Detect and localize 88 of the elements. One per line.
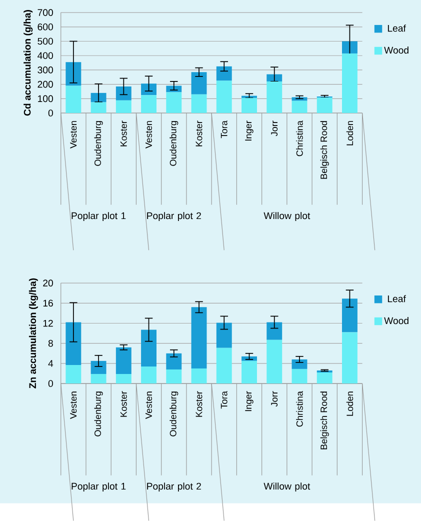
x-tick-label: Christina: [296, 120, 303, 156]
x-tick-label: Koster: [196, 391, 202, 417]
x-tick-label: Oudenburg: [170, 392, 178, 436]
y-tick-label: 12: [43, 320, 53, 327]
y-tick-label: 20: [43, 280, 53, 286]
text: Poplar plot 2: [147, 482, 201, 492]
y-tick-label: 700: [38, 9, 53, 16]
bar: [292, 359, 308, 369]
bar: [140, 84, 156, 96]
bar: [316, 98, 332, 114]
bar: [90, 102, 106, 114]
y-axis-title: Zn accumulation (kg/ha): [28, 278, 38, 388]
bar: [140, 330, 156, 366]
bar: [90, 360, 106, 374]
x-tick-label: Jorr: [271, 391, 278, 407]
x-tick-label: Loden: [346, 121, 353, 146]
x-tick-label: Oudenburg: [170, 121, 178, 166]
bar: [116, 374, 132, 384]
bar: [342, 53, 358, 114]
bar: [191, 94, 207, 114]
y-tick-label: 4: [48, 360, 53, 367]
bar: [342, 298, 358, 332]
bar: [66, 86, 82, 114]
y-tick-label: 0: [48, 110, 53, 116]
y-tick-label: 100: [38, 95, 53, 102]
bar: [292, 100, 308, 114]
x-tick-label: Christina: [296, 391, 303, 427]
bar: [191, 307, 207, 368]
text: Poplar plot 1: [72, 212, 126, 222]
y-tick-label: 600: [38, 24, 53, 30]
y-tick-label: 8: [48, 340, 53, 347]
x-tick-label: Tora: [220, 391, 228, 409]
y-tick-label: 500: [38, 38, 53, 45]
x-tick-label: Belgisch Rood: [320, 121, 329, 179]
bar: [140, 366, 156, 384]
bar: [216, 66, 232, 81]
x-tick-label: Inger: [245, 391, 254, 412]
legend-label: Wood: [384, 46, 408, 54]
x-tick-label: Oudenburg: [94, 121, 103, 166]
bar: [166, 92, 182, 114]
bar: [241, 98, 257, 114]
x-tick-label: Vesten: [70, 121, 77, 148]
y-tick-label: 16: [43, 300, 53, 307]
x-tick-label: Vesten: [70, 392, 77, 419]
bar: [266, 322, 282, 340]
bar: [90, 374, 106, 384]
bar: [116, 100, 132, 114]
bar: [166, 369, 182, 384]
x-tick-label: Jorr: [271, 120, 278, 136]
x-tick-label: Belgisch Rood: [320, 392, 329, 450]
text: Willow plot: [264, 212, 310, 222]
text: Poplar plot 2: [147, 212, 201, 222]
x-tick-label: Tora: [220, 120, 228, 138]
x-tick-label: Koster: [120, 120, 127, 146]
bar: [66, 364, 82, 384]
bar: [266, 340, 282, 384]
x-tick-label: Inger: [245, 120, 254, 141]
bar: [166, 353, 182, 370]
y-tick-label: 200: [38, 80, 53, 88]
bar: [191, 72, 207, 94]
bar: [66, 322, 82, 365]
y-tick-label: 400: [37, 52, 53, 60]
bar: [191, 368, 207, 384]
bar: [140, 95, 156, 114]
x-tick-label: Koster: [196, 120, 202, 146]
y-tick-label: 0: [48, 380, 53, 387]
legend-label: Leaf: [388, 295, 406, 302]
legend-label: Leaf: [388, 24, 406, 32]
bar: [266, 81, 282, 114]
x-tick-label: Loden: [346, 392, 353, 416]
text: Poplar plot 1: [72, 482, 126, 492]
bar: [316, 372, 332, 384]
bar: [241, 360, 257, 384]
x-tick-label: Vesten: [145, 121, 152, 148]
y-axis-title: Cd accumulation (g/ha): [24, 10, 33, 116]
y-tick-label: 300: [38, 66, 53, 74]
x-tick-label: Vesten: [145, 392, 152, 419]
legend-label: Wood: [384, 317, 408, 324]
bar: [342, 332, 358, 384]
bar: [216, 322, 232, 348]
bar: [292, 368, 308, 384]
bar: [216, 348, 232, 384]
bar: [116, 347, 132, 374]
x-tick-label: Koster: [120, 391, 127, 417]
bar: [342, 41, 358, 54]
x-tick-label: Oudenburg: [94, 392, 103, 436]
bar: [216, 80, 232, 114]
text: Willow plot: [264, 482, 310, 492]
